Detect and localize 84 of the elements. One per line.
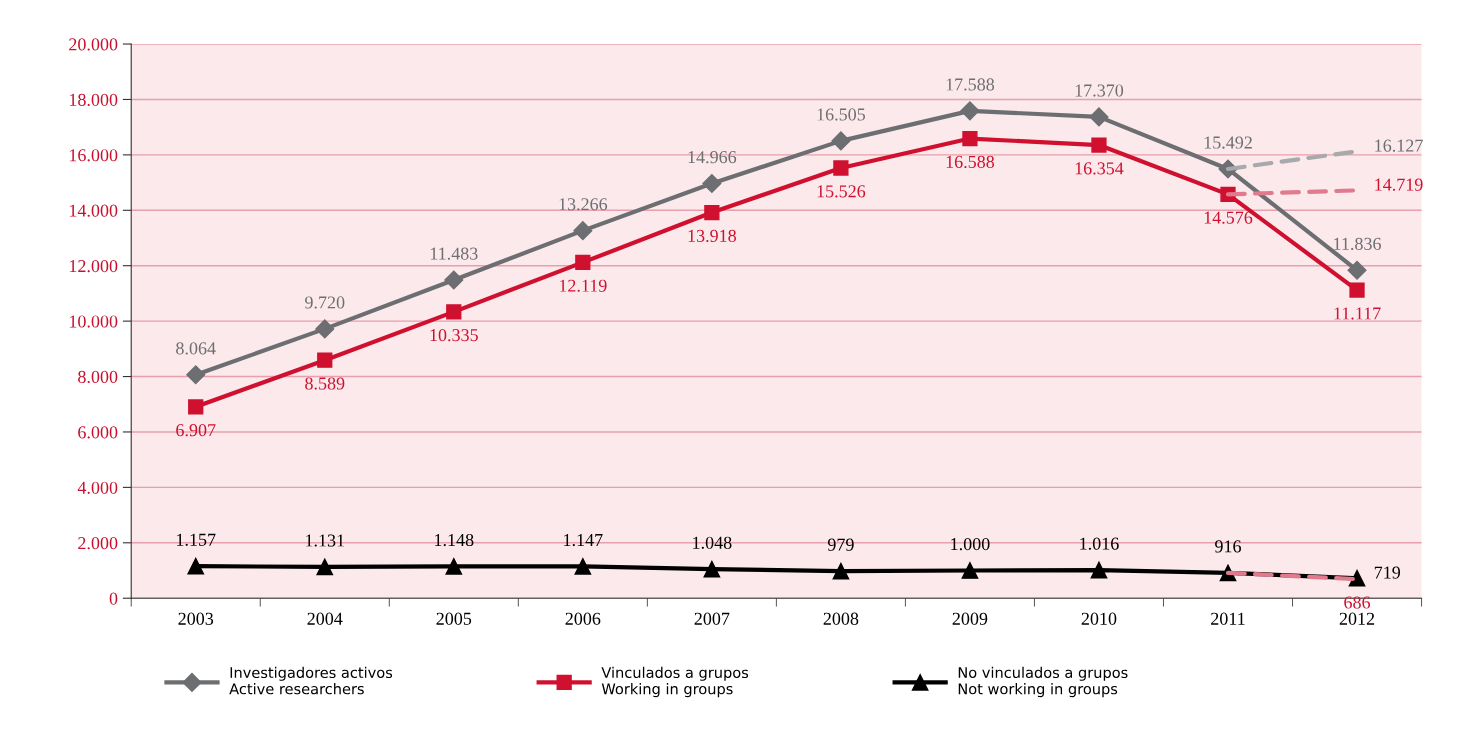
- x-tick-label: 2010: [1081, 612, 1117, 625]
- data-label: 686: [1344, 596, 1371, 609]
- point: [575, 254, 591, 271]
- data-label: 1.016: [1080, 537, 1119, 550]
- data-label: 1.148: [435, 533, 474, 547]
- data-label: 16.127: [1375, 139, 1423, 152]
- point: [962, 130, 978, 147]
- data-label: 16.505: [817, 108, 866, 121]
- point: [1089, 107, 1109, 127]
- data-label: 17.370: [1075, 84, 1124, 97]
- data-label: 16.354: [1075, 162, 1124, 175]
- point: [1348, 569, 1366, 587]
- x-tick-label: 2003: [178, 612, 214, 625]
- y-tick-label: 0: [109, 592, 118, 605]
- point: [188, 399, 204, 415]
- point: [704, 204, 720, 221]
- point: [446, 304, 462, 320]
- data-label: 719: [1374, 566, 1401, 579]
- data-label: 6.907: [176, 424, 216, 437]
- point: [703, 560, 721, 578]
- data-label: 1.157: [177, 533, 216, 546]
- y-tick-label: 2.000: [78, 537, 118, 550]
- point: [187, 557, 205, 575]
- x-tick-label: 2008: [823, 612, 859, 625]
- point: [573, 221, 593, 241]
- data-label: 1.131: [306, 534, 344, 547]
- data-label: 14.966: [688, 151, 737, 164]
- data-label: 11.836: [1334, 237, 1381, 250]
- data-label: 17.588: [946, 78, 995, 91]
- y-tick-label: 20.000: [69, 38, 118, 51]
- data-label: 14.719: [1375, 178, 1423, 191]
- data-label: 1.000: [951, 537, 990, 551]
- data-label: 8.064: [176, 342, 216, 355]
- y-tick-label: 4.000: [77, 481, 118, 494]
- data-label: 11.483: [430, 247, 478, 260]
- x-tick-label: 2012: [1339, 612, 1375, 625]
- point: [1349, 282, 1365, 298]
- point: [1091, 137, 1107, 153]
- point: [574, 558, 592, 575]
- y-tick-label: 14.000: [69, 204, 118, 217]
- data-label: 14.576: [1204, 211, 1253, 224]
- point: [831, 131, 851, 151]
- point: [317, 352, 333, 368]
- point: [702, 173, 722, 194]
- y-tick-label: 12.000: [69, 259, 118, 273]
- point: [832, 562, 850, 580]
- y-tick-label: 8.000: [78, 370, 118, 384]
- y-tick-label: 6.000: [78, 426, 118, 439]
- y-tick-label: 18.000: [69, 93, 118, 106]
- x-tick-label: 2005: [436, 612, 472, 625]
- point: [315, 319, 335, 339]
- point: [1090, 561, 1108, 579]
- x-tick-label: 2006: [565, 612, 601, 625]
- point: [445, 558, 463, 575]
- legend-label: Vinculados a grupos Working in groups: [601, 666, 749, 698]
- legend-label: Investigadores activos Active researchers: [229, 666, 393, 695]
- legend-label: No vinculados a grupos Not working in groups: [958, 666, 1128, 698]
- data-label: 16.588: [946, 155, 995, 169]
- x-tick-label: 2011: [1211, 612, 1245, 625]
- data-label: 916: [1215, 540, 1241, 553]
- data-label: 15.492: [1204, 136, 1252, 149]
- data-label: 1.147: [564, 534, 603, 547]
- data-label: 1.048: [693, 536, 732, 549]
- point: [960, 101, 980, 121]
- data-label: 8.589: [305, 377, 345, 390]
- data-label: 9.720: [305, 296, 345, 309]
- point: [444, 270, 464, 290]
- data-label: 13.266: [559, 198, 608, 211]
- point: [316, 558, 334, 576]
- data-label: 13.918: [688, 229, 737, 243]
- point: [961, 562, 979, 579]
- data-label: 12.119: [559, 279, 607, 292]
- data-label: 11.117: [1334, 307, 1381, 320]
- data-label: 979: [827, 538, 854, 551]
- y-tick-label: 16.000: [69, 149, 118, 162]
- data-label: 10.335: [430, 329, 478, 342]
- point: [1347, 260, 1367, 280]
- x-tick-label: 2007: [694, 612, 730, 625]
- x-tick-label: 2004: [307, 612, 343, 625]
- point: [186, 365, 206, 385]
- y-tick-label: 10.000: [69, 315, 118, 328]
- point: [833, 160, 849, 176]
- x-tick-label: 2009: [952, 612, 988, 625]
- data-label: 15.526: [817, 185, 866, 198]
